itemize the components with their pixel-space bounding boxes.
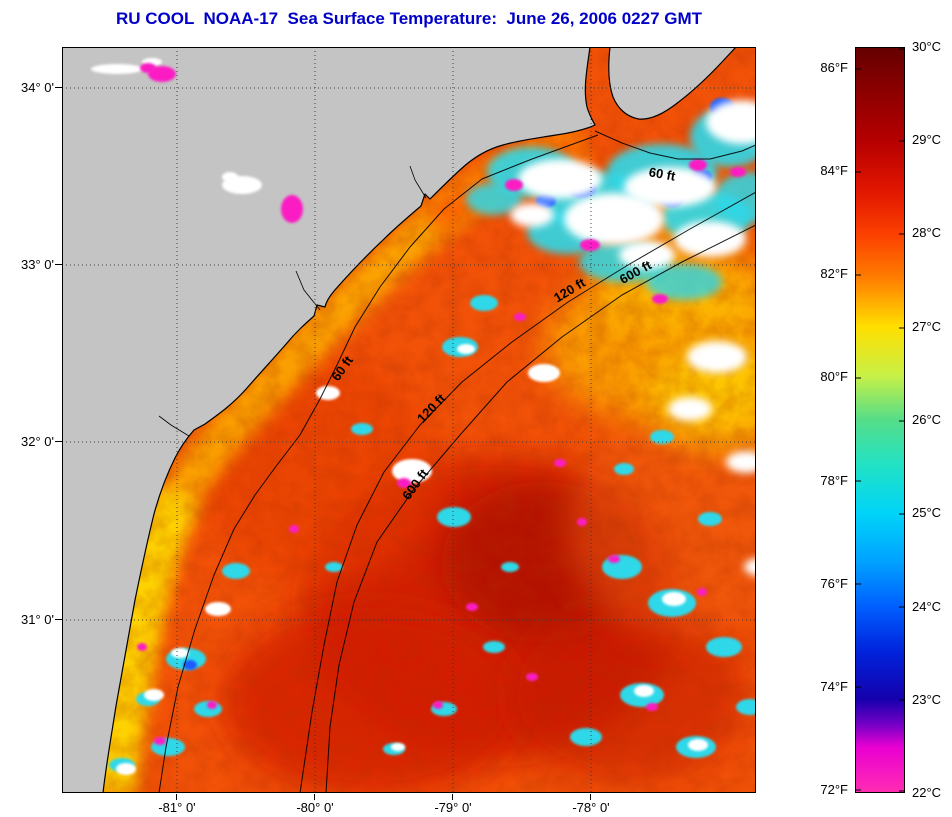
x-tick	[314, 794, 315, 800]
coastline	[61, 46, 596, 794]
cloud-layer	[109, 98, 785, 775]
grid-lines	[62, 47, 756, 793]
colorbar-ticks	[856, 48, 904, 792]
y-axis-label: 31° 0'	[21, 612, 54, 627]
colorbar-gradient	[856, 48, 904, 792]
y-tick	[55, 619, 62, 620]
x-axis-label: -81° 0'	[158, 800, 196, 815]
colorbar-f-label: 74°F	[820, 679, 848, 694]
colorbar-f-label: 80°F	[820, 369, 848, 384]
colorbar-c-label: 22°C	[912, 785, 942, 800]
contour-label-60ft-upper: 60 ft	[648, 164, 678, 184]
colorbar-c-label: 29°C	[912, 132, 942, 147]
colorbar-f-label: 84°F	[820, 163, 848, 178]
colorbar-f-label: 76°F	[820, 576, 848, 591]
colorbar-f-label: 86°F	[820, 60, 848, 75]
x-axis-label: -79° 0'	[434, 800, 472, 815]
x-axis-label: -78° 0'	[572, 800, 610, 815]
y-axis-label: 32° 0'	[21, 434, 54, 449]
contour-60ft	[158, 134, 599, 794]
colorbar-c-label: 23°C	[912, 692, 942, 707]
plot-frame	[62, 47, 756, 793]
cloud-layer-overland	[91, 58, 303, 223]
bathymetry-contours	[158, 130, 757, 794]
colorbar-f-label: 72°F	[820, 782, 848, 797]
colorbar-f-label: 82°F	[820, 266, 848, 281]
y-tick	[55, 441, 62, 442]
x-tick	[590, 794, 591, 800]
x-axis-label: -80° 0'	[296, 800, 334, 815]
sst-map-plot: 60 ft 120 ft 600 ft 60 ft 120 ft 600 ft	[61, 46, 804, 797]
x-tick	[176, 794, 177, 800]
cape-fear-peninsula	[608, 46, 737, 120]
y-tick	[55, 87, 62, 88]
sst-map-svg: 60 ft 120 ft 600 ft 60 ft 120 ft 600 ft	[61, 46, 804, 797]
y-tick	[55, 264, 62, 265]
colorbar-f-label: 78°F	[820, 473, 848, 488]
contour-600ft	[325, 224, 757, 794]
colorbar-c-label: 25°C	[912, 505, 942, 520]
colorbar-c-label: 28°C	[912, 225, 942, 240]
map-title: RU COOL NOAA-17 Sea Surface Temperature:…	[115, 9, 703, 28]
contour-60ft-east	[594, 130, 757, 160]
colorbar-c-label: 26°C	[912, 412, 942, 427]
x-tick	[452, 794, 453, 800]
y-axis-label: 33° 0'	[21, 257, 54, 272]
colorbar-c-label: 30°C	[912, 39, 942, 54]
colorbar-c-label: 27°C	[912, 319, 942, 334]
colorbar	[855, 47, 905, 793]
colorbar-c-label: 24°C	[912, 599, 942, 614]
y-axis-label: 34° 0'	[21, 80, 54, 95]
land-mass	[61, 46, 737, 794]
contour-120ft	[299, 191, 757, 794]
